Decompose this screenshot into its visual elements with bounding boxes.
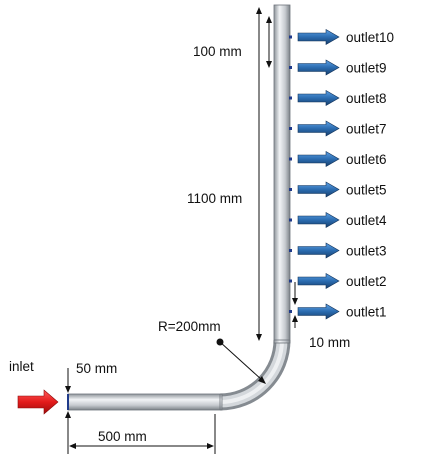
outlet-label: outlet5 [346, 183, 387, 198]
outlet-port [289, 66, 292, 69]
outlet-outlet8: outlet8 [289, 89, 387, 107]
outlet-label: outlet8 [346, 91, 387, 106]
outlet-label: outlet9 [346, 61, 387, 76]
vertical-length-dimension [256, 7, 262, 341]
outlet-port [289, 35, 292, 39]
outlet-arrow-icon [297, 303, 340, 320]
outlet-outlet9: outlet9 [289, 59, 387, 76]
outlet-outlet6: outlet6 [289, 150, 387, 168]
outlet-port [289, 188, 292, 191]
outlet-label: outlet10 [346, 30, 394, 45]
outlet-arrow-icon [297, 120, 340, 137]
outlet-port [289, 127, 292, 130]
outlet-arrow-icon [297, 89, 340, 107]
bend-radius-leader [216, 338, 266, 384]
horizontal-length-label: 500 mm [98, 429, 147, 444]
outlet-port [289, 279, 292, 283]
outlet-label: outlet2 [346, 274, 387, 289]
pipe-diameter-label: 50 mm [76, 361, 117, 376]
outlet-arrow-icon [297, 242, 340, 259]
bend-radius-label: R=200mm [158, 319, 221, 334]
outlet-label: outlet3 [346, 244, 387, 259]
outlet-arrow-icon [297, 28, 340, 46]
outlet-arrow-icon [297, 211, 340, 229]
outlets: outlet10 outlet9 outlet8 outlet7 outlet6 outl… [289, 28, 394, 320]
outlet-spacing-label: 100 mm [193, 44, 242, 59]
inlet-label: inlet [9, 359, 34, 374]
pipe-vertical [273, 4, 291, 344]
outlet-label: outlet6 [346, 152, 387, 167]
pipe-horizontal [67, 393, 223, 411]
first-outlet-offset-label: 10 mm [309, 335, 350, 350]
outlet-outlet7: outlet7 [289, 120, 387, 137]
outlet-outlet1: outlet1 [289, 303, 387, 320]
outlet-outlet3: outlet3 [289, 242, 387, 259]
outlet-label: outlet4 [346, 213, 387, 228]
outlet-outlet5: outlet5 [289, 181, 387, 198]
vertical-length-label: 1100 mm [187, 191, 242, 206]
outlet-outlet4: outlet4 [289, 211, 387, 229]
outlet-label: outlet7 [346, 122, 387, 137]
outlet-arrow-icon [297, 59, 340, 76]
outlet-arrow-icon [297, 150, 340, 168]
first-outlet-offset-dimension [292, 282, 298, 328]
outlet-outlet10: outlet10 [289, 28, 394, 46]
outlet-arrow-icon [297, 181, 340, 198]
outlet-port [289, 157, 292, 161]
outlet-spacing-dimension [266, 16, 272, 68]
pipe [67, 4, 291, 411]
horizontal-length-dimension [67, 414, 216, 454]
outlet-port [289, 310, 292, 313]
outlet-port [289, 249, 292, 252]
inlet-arrow-icon [17, 389, 59, 415]
outlet-port [289, 96, 292, 100]
outlet-label: outlet1 [346, 305, 387, 320]
outlet-outlet2: outlet2 [289, 272, 387, 290]
outlet-port [289, 218, 292, 222]
outlet-arrow-icon [297, 272, 340, 290]
